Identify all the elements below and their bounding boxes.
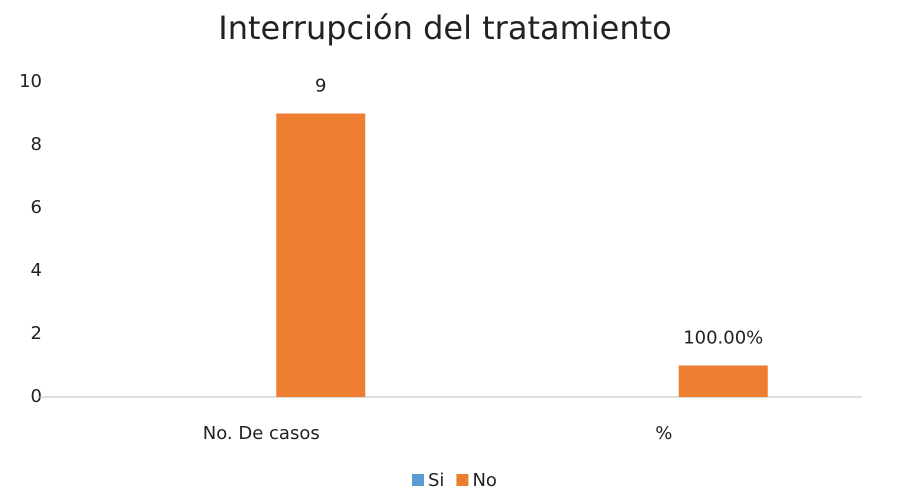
bar	[276, 113, 366, 397]
chart-title: Interrupción del tratamiento	[218, 9, 672, 47]
data-label: 9	[315, 76, 326, 97]
legend-label: Si	[428, 470, 444, 491]
x-tick-label: %	[655, 423, 672, 444]
y-tick-label: 4	[31, 260, 42, 281]
y-tick-label: 0	[31, 386, 42, 407]
y-tick-label: 10	[19, 71, 42, 92]
y-tick-label: 2	[31, 323, 42, 344]
legend-swatch	[412, 474, 424, 486]
y-tick-label: 8	[31, 134, 42, 155]
x-tick-label: No. De casos	[203, 423, 320, 444]
data-label: 100.00%	[683, 328, 763, 349]
bar	[678, 365, 768, 397]
y-tick-label: 6	[31, 197, 42, 218]
legend-label: No	[472, 470, 496, 491]
legend-swatch	[456, 474, 469, 486]
